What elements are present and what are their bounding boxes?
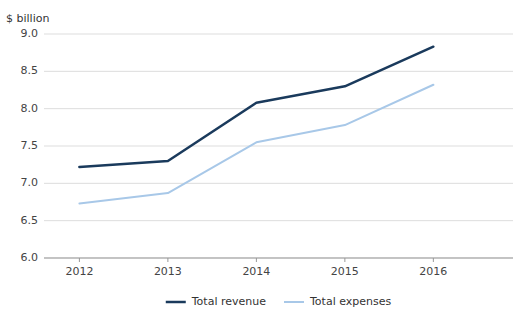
grid-line: [44, 108, 513, 109]
x-tick: [256, 258, 257, 262]
series-line: [79, 47, 433, 167]
y-tick-label: 6.0: [21, 251, 39, 264]
plot-lines: [79, 47, 433, 204]
grid-line: [44, 146, 513, 147]
y-tick-label: 8.5: [21, 64, 39, 77]
grid-line: [44, 34, 513, 35]
x-tick: [433, 258, 434, 262]
x-tick-label: 2016: [419, 265, 447, 278]
x-tick-label: 2014: [242, 265, 270, 278]
x-tick: [167, 258, 168, 262]
grid-line: [44, 183, 513, 184]
grid-line: [44, 71, 513, 72]
legend: Total revenue Total expenses: [166, 295, 392, 308]
x-tick-label: 2013: [154, 265, 182, 278]
y-axis-label: $ billion: [6, 12, 49, 25]
y-tick-label: 7.5: [21, 139, 39, 152]
legend-label: Total expenses: [309, 295, 391, 308]
x-tick: [344, 258, 345, 262]
x-axis-line: [44, 258, 513, 259]
x-tick-label: 2015: [331, 265, 359, 278]
x-tick: [79, 258, 80, 262]
y-tick-label: 7.0: [21, 176, 39, 189]
legend-label: Total revenue: [191, 295, 266, 308]
legend-swatch: [166, 301, 186, 304]
grid-line: [44, 220, 513, 221]
grid-line: [44, 258, 513, 259]
x-tick-label: 2012: [65, 265, 93, 278]
legend-swatch: [284, 301, 304, 303]
series-line: [79, 85, 433, 204]
y-tick-label: 6.5: [21, 214, 39, 227]
y-tick-label: 8.0: [21, 102, 39, 115]
chart: 6.0 6.5 7.0 7.5 8.0 8.5 9.0 2012 2013 2014 2015 201…: [0, 0, 529, 320]
y-tick-label: 9.0: [21, 27, 39, 40]
